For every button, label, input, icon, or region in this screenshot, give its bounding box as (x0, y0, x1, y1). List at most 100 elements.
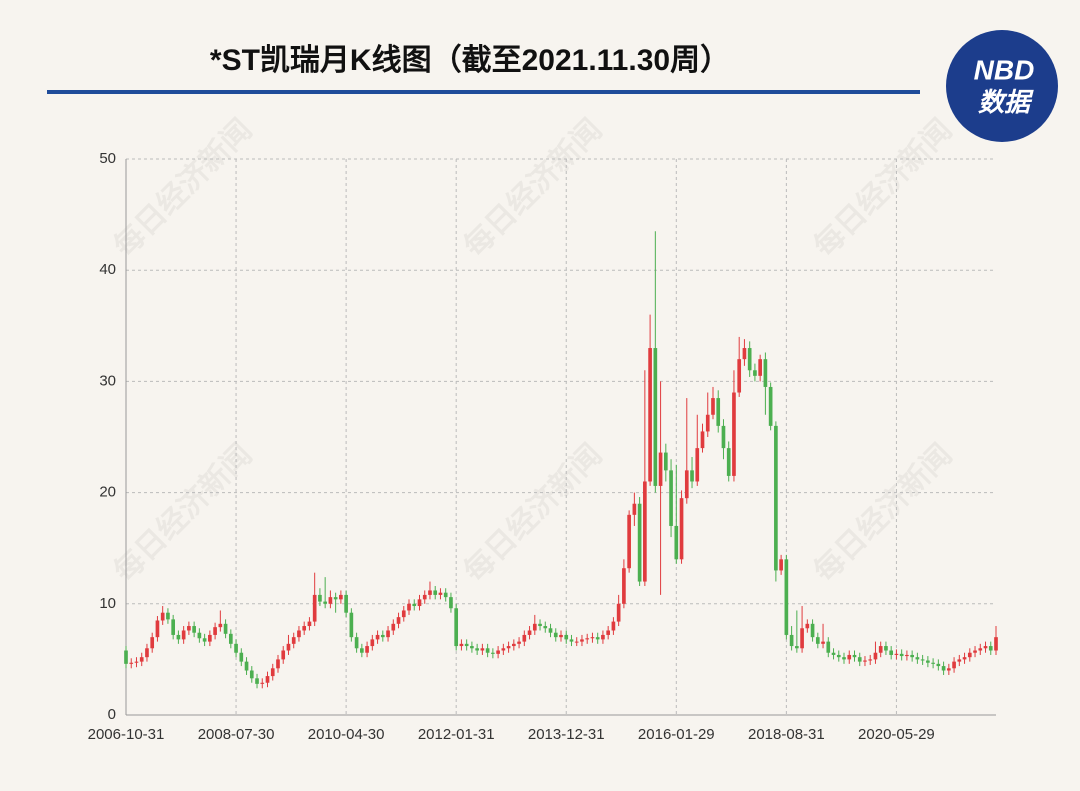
candle-body (307, 621, 312, 627)
candle-body (249, 670, 254, 679)
candle-body (187, 626, 191, 631)
candle-body (763, 359, 768, 387)
x-tick-label: 2006-10-31 (88, 726, 165, 743)
candle-body (333, 597, 338, 600)
candle-body (795, 646, 799, 649)
candle-body (601, 634, 605, 640)
watermark: 每日经济新闻 (807, 437, 958, 588)
candle-body (166, 612, 170, 620)
candle-body (637, 503, 642, 582)
candle-body (124, 650, 128, 664)
candle-body (318, 594, 322, 602)
candle-body (396, 617, 401, 624)
candle-body (380, 634, 385, 638)
candle-body (449, 597, 453, 609)
candle-body (532, 623, 537, 631)
candle-body (412, 603, 417, 607)
candle-body (653, 348, 658, 486)
candle-body (622, 568, 626, 604)
candle-body (559, 634, 563, 638)
candle-body (354, 637, 359, 649)
candle-body (291, 637, 296, 644)
candle-body (894, 653, 899, 655)
candle-body (585, 638, 590, 640)
x-tick-label: 2020-05-29 (858, 726, 935, 743)
candle-body (847, 654, 852, 660)
candle-body (496, 650, 500, 654)
candle-body (459, 643, 464, 647)
candle-body (527, 630, 532, 635)
candle-body (726, 448, 731, 476)
candle-body (506, 646, 511, 649)
watermark: 每日经济新闻 (457, 437, 608, 588)
candle-body (810, 623, 815, 638)
candle-body (684, 470, 689, 499)
candle-body (611, 621, 616, 631)
candle-body (580, 639, 584, 642)
candle-body (774, 425, 778, 571)
candle-body (873, 652, 878, 660)
candle-body (669, 470, 673, 526)
candle-body (857, 657, 862, 662)
candle-body (643, 481, 647, 582)
x-tick-label: 2016-01-29 (638, 726, 715, 743)
candle-body (926, 660, 930, 663)
candle-body (931, 662, 935, 664)
candle-body (805, 623, 810, 629)
candle-body (711, 398, 715, 415)
candle-body (145, 648, 149, 658)
candle-body (255, 678, 259, 684)
candle-body (522, 634, 527, 642)
candle-body (501, 648, 506, 651)
candle-body (548, 628, 553, 633)
candle-body (265, 676, 270, 683)
candle-body (323, 601, 327, 604)
candle-body (443, 592, 448, 598)
candle-body (747, 348, 752, 371)
candle-body (679, 498, 684, 560)
candle-body (962, 657, 967, 660)
x-tick-label: 2018-08-31 (748, 726, 825, 743)
candle-body (407, 603, 411, 611)
candle-body (538, 623, 542, 627)
candle-body (192, 626, 196, 633)
candle-body (129, 662, 134, 664)
candle-body (732, 392, 736, 476)
candle-body (606, 630, 611, 635)
candle-body (574, 641, 579, 643)
candle-body (181, 630, 186, 640)
candle-body (695, 448, 700, 482)
candle-body (815, 637, 820, 644)
logo-text: 数据 (978, 87, 1034, 117)
y-tick-label: 40 (99, 261, 116, 278)
candle-body (286, 643, 291, 651)
watermark: 每日经济新闻 (457, 112, 608, 263)
candle-body (553, 632, 558, 638)
candle-body (941, 666, 946, 671)
candle-body (716, 398, 721, 426)
candle-body (690, 470, 694, 482)
candle-body (213, 627, 217, 635)
candle-body (464, 643, 469, 647)
candle-body (920, 659, 925, 661)
plot-area: 0 10 20 30 40 50 2006-10-31 2008-07-30 2010-04-3… (88, 150, 998, 743)
candle-body (983, 646, 988, 649)
candle-body (737, 359, 742, 393)
candle-body (422, 594, 427, 600)
candle-body (800, 628, 804, 649)
candle-body (328, 597, 333, 604)
y-tick-label: 50 (99, 150, 116, 167)
candle-body (826, 641, 831, 653)
candle-body (485, 648, 490, 653)
candle-body (428, 590, 432, 595)
logo: NBD 数据 (946, 30, 1058, 142)
candle-body (208, 634, 212, 642)
candle-body (658, 452, 663, 486)
candle-body (234, 643, 238, 653)
candle-body (915, 657, 920, 660)
candle-body (836, 654, 841, 658)
candle-body (276, 659, 280, 669)
candle-body (176, 634, 181, 640)
candle-body (454, 608, 459, 647)
